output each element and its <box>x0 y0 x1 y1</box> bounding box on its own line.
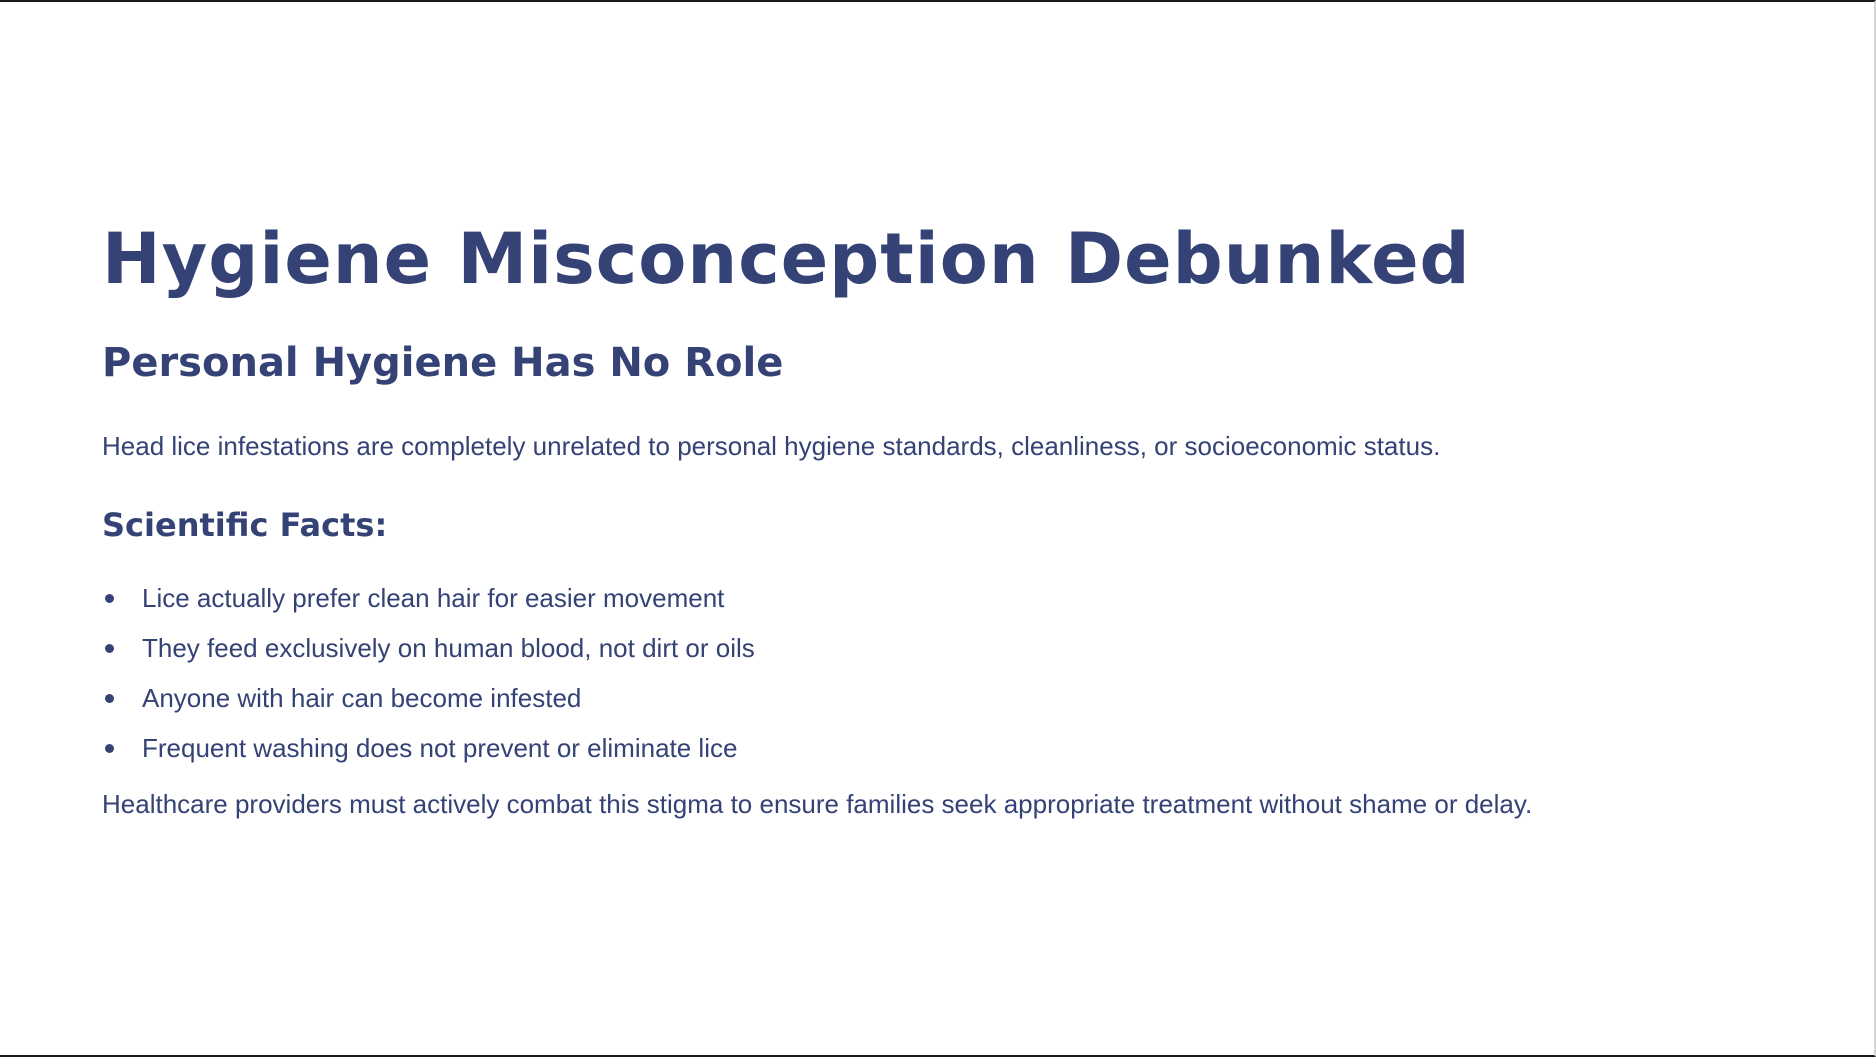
intro-paragraph: Head lice infestations are completely un… <box>102 431 1441 461</box>
bullet-icon <box>105 694 114 703</box>
slide-title: Hygiene Misconception Debunked <box>102 218 1471 300</box>
list-item: Frequent washing does not prevent or eli… <box>102 730 1762 766</box>
bullet-icon <box>105 644 114 653</box>
list-item: Lice actually prefer clean hair for easi… <box>102 580 1762 616</box>
fact-text: They feed exclusively on human blood, no… <box>142 633 755 663</box>
closing-paragraph: Healthcare providers must actively comba… <box>102 789 1533 819</box>
facts-heading: Scientific Facts: <box>102 506 388 544</box>
fact-text: Lice actually prefer clean hair for easi… <box>142 583 725 613</box>
bullet-icon <box>105 744 114 753</box>
fact-text: Frequent washing does not prevent or eli… <box>142 733 738 763</box>
slide-subtitle: Personal Hygiene Has No Role <box>102 340 784 386</box>
slide-content: Hygiene Misconception Debunked Personal … <box>102 214 1762 822</box>
fact-text: Anyone with hair can become infested <box>142 683 582 713</box>
bullet-icon <box>105 594 114 603</box>
list-item: Anyone with hair can become infested <box>102 680 1762 716</box>
list-item: They feed exclusively on human blood, no… <box>102 630 1762 666</box>
facts-list: Lice actually prefer clean hair for easi… <box>102 580 1762 766</box>
